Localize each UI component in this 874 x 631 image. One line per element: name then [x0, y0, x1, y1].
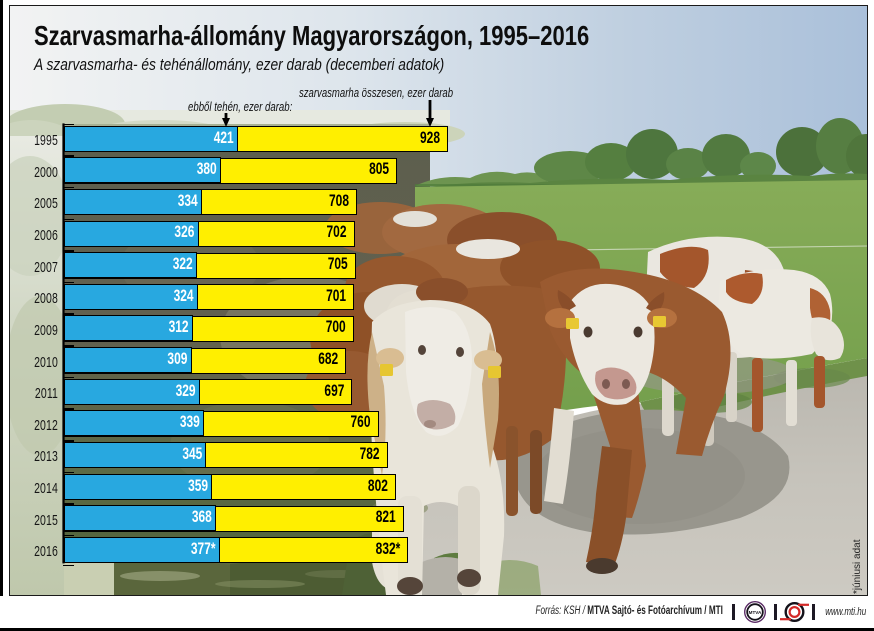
svg-text:MTVA: MTVA	[749, 610, 762, 615]
